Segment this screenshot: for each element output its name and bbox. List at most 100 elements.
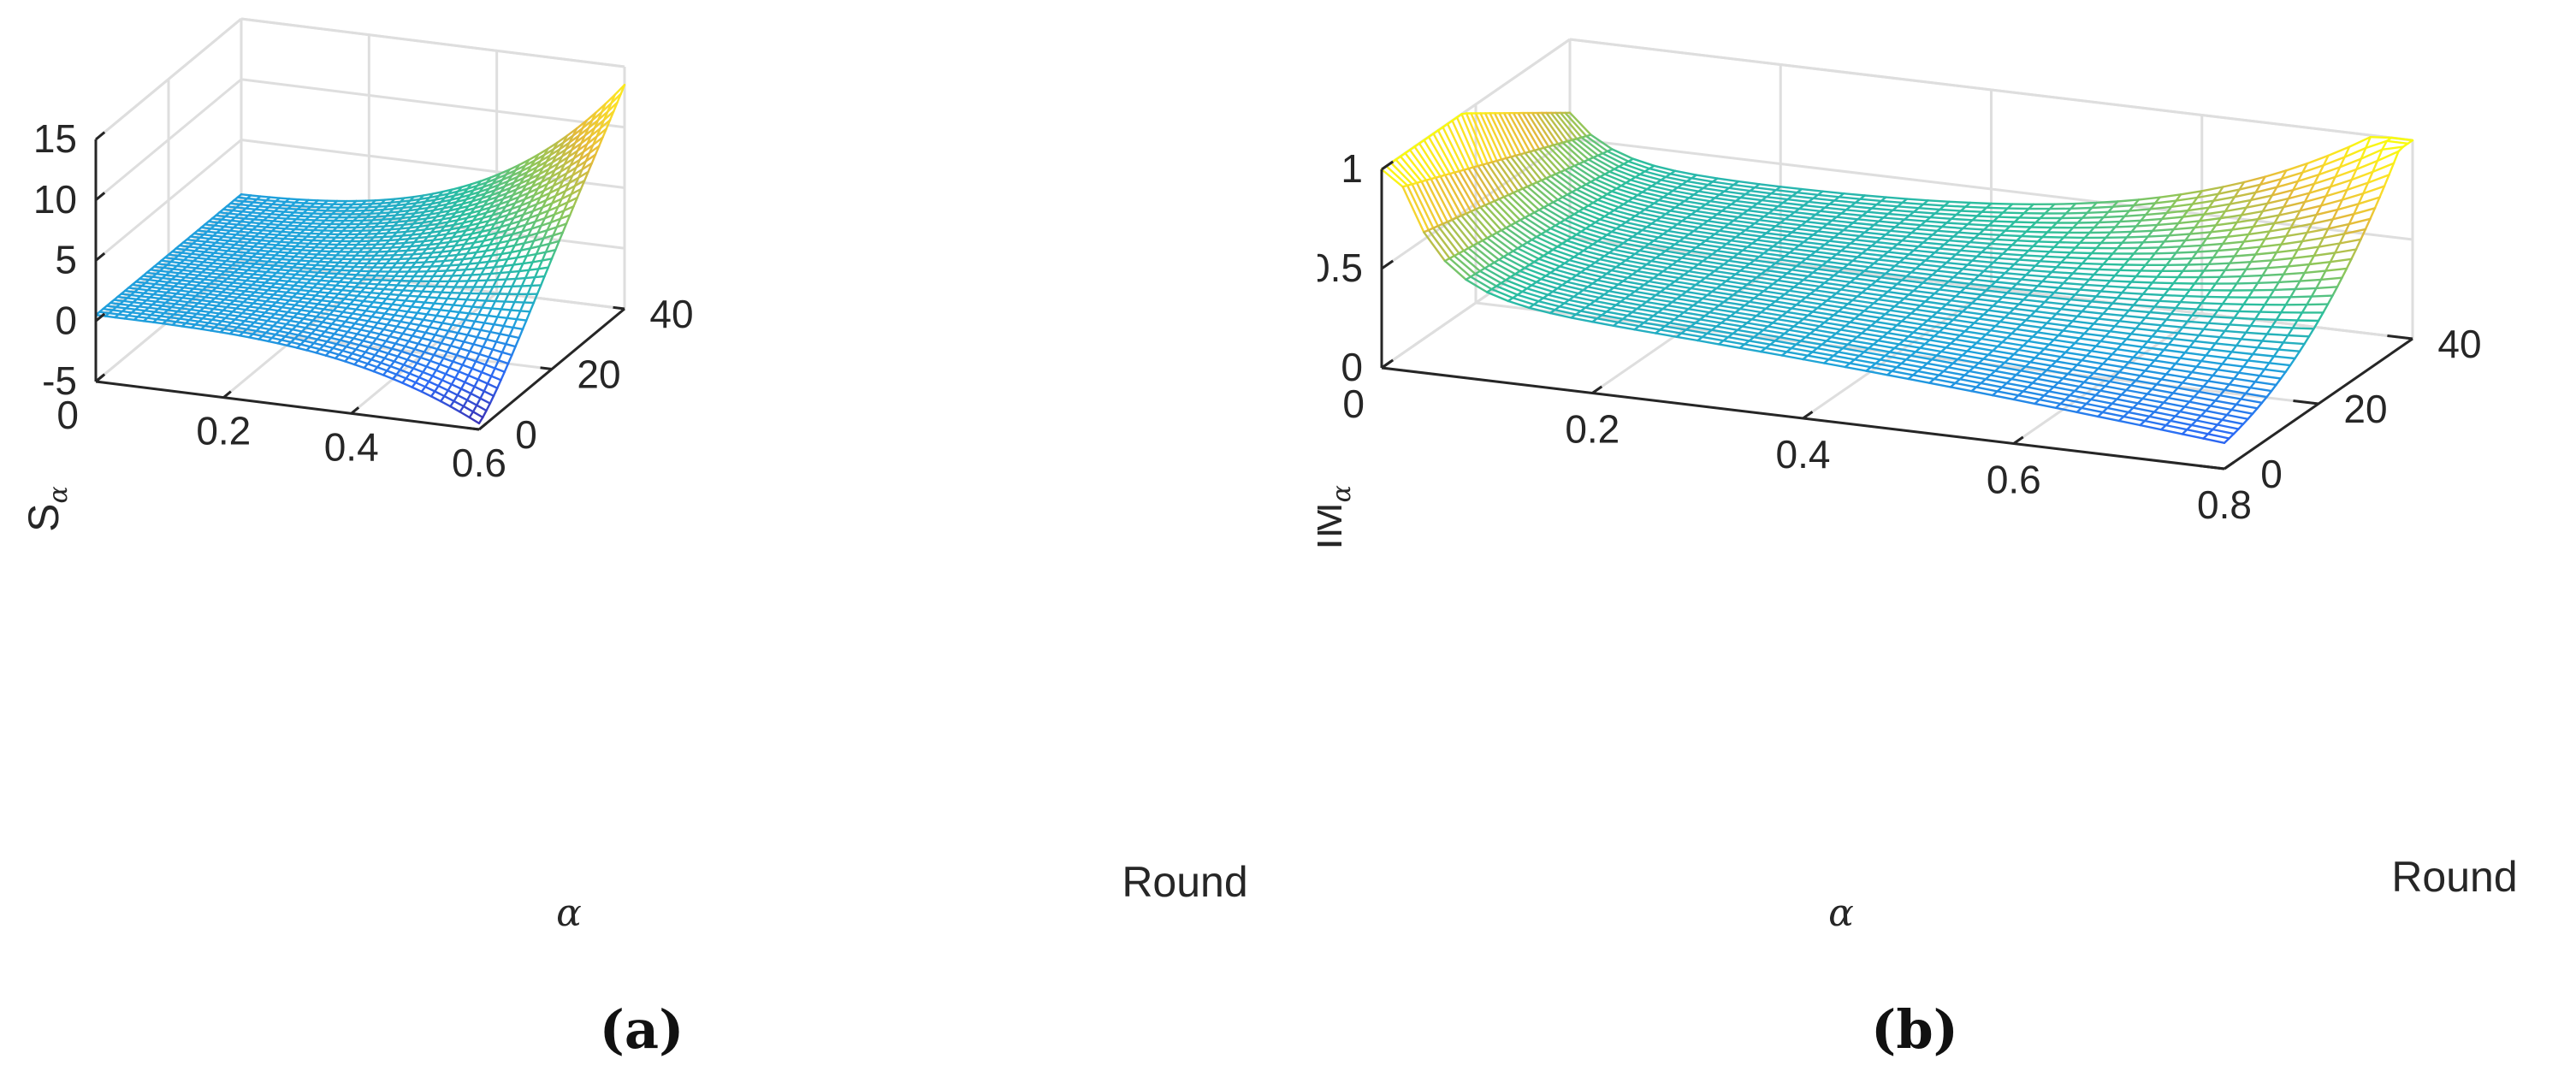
surface-mesh-segment-b [1602,152,1626,165]
surface-mesh-segment-a [262,246,275,250]
surface-mesh-segment-a [370,358,382,364]
surface-mesh-segment-a [493,323,505,328]
surface-mesh-segment-a [389,364,401,371]
surface-mesh-segment-a [260,315,272,319]
surface-mesh-segment-b [1919,263,1943,268]
surface-mesh-segment-b [1912,210,1937,215]
surface-mesh-segment-a [204,223,216,227]
surface-mesh-segment-b [2357,192,2365,205]
surface-mesh-segment-b [2315,286,2339,290]
surface-mesh-segment-b [1512,111,1536,152]
surface-mesh-segment-a [317,324,330,329]
surface-mesh-segment-a [182,287,195,290]
surface-mesh-segment-b [2289,222,2313,229]
surface-mesh-segment-b [1655,181,1679,189]
surface-mesh-segment-b [2217,303,2224,311]
surface-mesh-segment-b [1928,255,1952,260]
surface-mesh-segment-a [203,278,216,282]
surface-mesh-segment-b [2224,203,2231,213]
y-tick-mark-a [540,366,553,370]
surface-mesh-segment-b [2299,204,2323,212]
surface-mesh-segment-a [234,234,247,237]
surface-mesh-segment-b [2222,180,2246,188]
surface-mesh-segment-b [2372,159,2379,174]
surface-mesh-segment-b [2296,173,2320,183]
surface-mesh-segment-a [130,311,143,315]
surface-mesh-segment-b [2130,229,2154,234]
surface-mesh-b [1380,111,2414,444]
surface-mesh-segment-b [1664,175,1689,183]
surface-mesh-segment-a [195,284,208,288]
surface-mesh-segment-a [488,286,494,295]
surface-mesh-segment-a [396,249,408,252]
surface-mesh-segment-b [1613,168,1637,179]
surface-mesh-segment-a [287,224,299,228]
surface-mesh-segment-b [2301,162,2309,174]
surface-mesh-segment-a [199,253,212,257]
surface-mesh-segment-b [1749,189,1773,195]
surface-mesh-segment-a [425,216,437,220]
surface-mesh-segment-a [222,252,234,257]
surface-mesh-segment-b [2322,154,2330,167]
surface-mesh-segment-b [2277,273,2285,284]
surface-mesh-segment-b [1845,246,1868,251]
surface-mesh-segment-b [2041,280,2065,285]
surface-mesh-segment-a [499,324,505,335]
surface-mesh-segment-a [416,217,428,222]
surface-mesh-segment-b [2071,272,2095,276]
surface-mesh-segment-b [2004,229,2028,233]
surface-mesh-segment-a [424,331,436,336]
surface-mesh-segment-b [2306,154,2330,165]
surface-mesh-segment-a [392,377,404,384]
surface-mesh-segment-a [451,274,464,277]
surface-mesh-segment-a [426,234,439,239]
surface-mesh-segment-a [358,344,370,349]
surface-mesh-segment-b [2312,175,2336,186]
surface-mesh-segment-b [2254,183,2262,194]
surface-mesh-segment-b [1590,180,1614,192]
surface-mesh-segment-a [583,170,589,182]
surface-mesh-segment-a [457,325,463,334]
surface-mesh-segment-b [1660,216,1684,222]
surface-mesh-segment-b [1708,199,1732,206]
surface-mesh-segment-b [2261,202,2269,213]
surface-mesh-segment-b [1922,281,1945,287]
surface-mesh-segment-b [1908,214,1932,219]
surface-mesh-segment-a [290,231,302,234]
surface-mesh-segment-b [2322,156,2346,167]
surface-mesh-segment-b [1566,193,1590,207]
surface-mesh-segment-a [502,263,515,268]
surface-mesh-segment-a [402,289,414,293]
surface-mesh-segment-a [156,318,168,322]
surface-mesh-segment-a [238,334,251,339]
surface-mesh-segment-a [265,270,278,275]
surface-mesh-segment-a [472,336,478,346]
surface-mesh-segment-b [2229,195,2236,205]
surface-mesh-segment-a [467,374,480,381]
surface-mesh-segment-a [290,307,302,311]
surface-mesh-segment-a [406,218,418,222]
surface-mesh-segment-a [175,321,187,324]
surface-mesh-segment-b [1683,236,1707,242]
surface-mesh-segment-a [497,359,510,365]
surface-mesh-segment-b [1746,246,1770,252]
surface-mesh-segment-a [505,277,518,281]
surface-mesh-segment-a [169,316,181,320]
surface-mesh-segment-b [1536,111,1560,145]
surface-mesh-segment-a [367,320,379,324]
surface-mesh-segment-a [545,194,557,202]
surface-mesh-segment-b [2041,235,2065,239]
surface-mesh-segment-a [178,272,190,275]
surface-mesh-segment-b [1716,177,1740,183]
surface-mesh-segment-b [2235,214,2243,224]
z-axis-label-sub-a: α [44,486,74,503]
surface-mesh-segment-a [171,323,184,328]
surface-mesh-segment-b [2289,295,2313,299]
surface-mesh-segment-a [471,404,478,413]
surface-mesh-segment-b [1587,204,1611,215]
surface-mesh-segment-a [469,246,482,250]
surface-mesh-segment-b [2230,225,2255,231]
surface-mesh-segment-b [1912,249,1936,254]
surface-mesh-segment-b [2338,233,2346,245]
